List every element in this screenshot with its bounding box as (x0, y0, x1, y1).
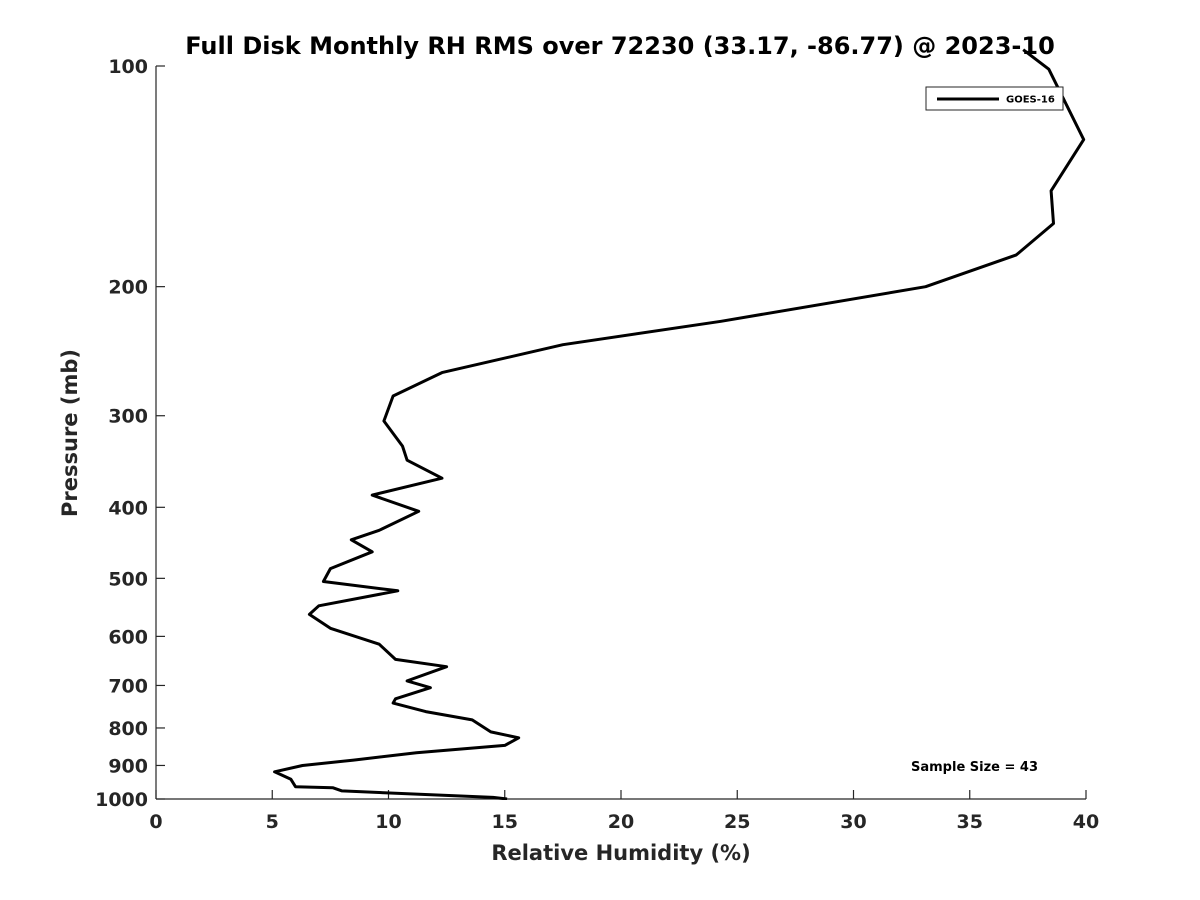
x-tick-label: 0 (149, 811, 162, 833)
x-tick-label: 20 (608, 811, 634, 833)
x-tick-label: 15 (492, 811, 518, 833)
sample-size-annotation: Sample Size = 43 (911, 760, 1038, 775)
chart-title: Full Disk Monthly RH RMS over 72230 (33.… (185, 32, 1055, 60)
y-tick-label: 700 (108, 675, 148, 697)
y-ticks: 100 200 300 400 500 600 700 800 900 1000 (95, 56, 165, 811)
series-layer (273, 48, 1086, 800)
y-tick-label: 500 (108, 568, 148, 590)
legend: GOES-16 (925, 86, 1064, 111)
y-tick-label: 300 (108, 406, 148, 428)
x-ticks: 0 5 10 15 20 25 30 35 40 (149, 790, 1099, 833)
y-tick-label: 900 (108, 755, 148, 777)
x-tick-label: 40 (1073, 811, 1099, 833)
x-tick-label: 30 (840, 811, 866, 833)
x-tick-label: 35 (957, 811, 983, 833)
y-tick-label: 800 (108, 718, 148, 740)
x-tick-label: 5 (266, 811, 279, 833)
y-tick-label: 200 (108, 277, 148, 299)
legend-label-goes-16: GOES-16 (1006, 95, 1055, 106)
y-tick-label: 400 (108, 497, 148, 519)
x-axis-label: Relative Humidity (%) (491, 841, 750, 865)
x-tick-label: 25 (724, 811, 750, 833)
series-line-goes-16 (273, 48, 1086, 800)
y-tick-label: 600 (108, 626, 148, 648)
y-axis-label: Pressure (mb) (58, 349, 82, 517)
y-tick-label: 100 (108, 56, 148, 78)
plot-area: 0 5 10 15 20 25 30 35 40 100 200 300 400 500 600 700 80… (95, 48, 1099, 833)
y-tick-label: 1000 (95, 789, 148, 811)
x-tick-label: 10 (375, 811, 401, 833)
